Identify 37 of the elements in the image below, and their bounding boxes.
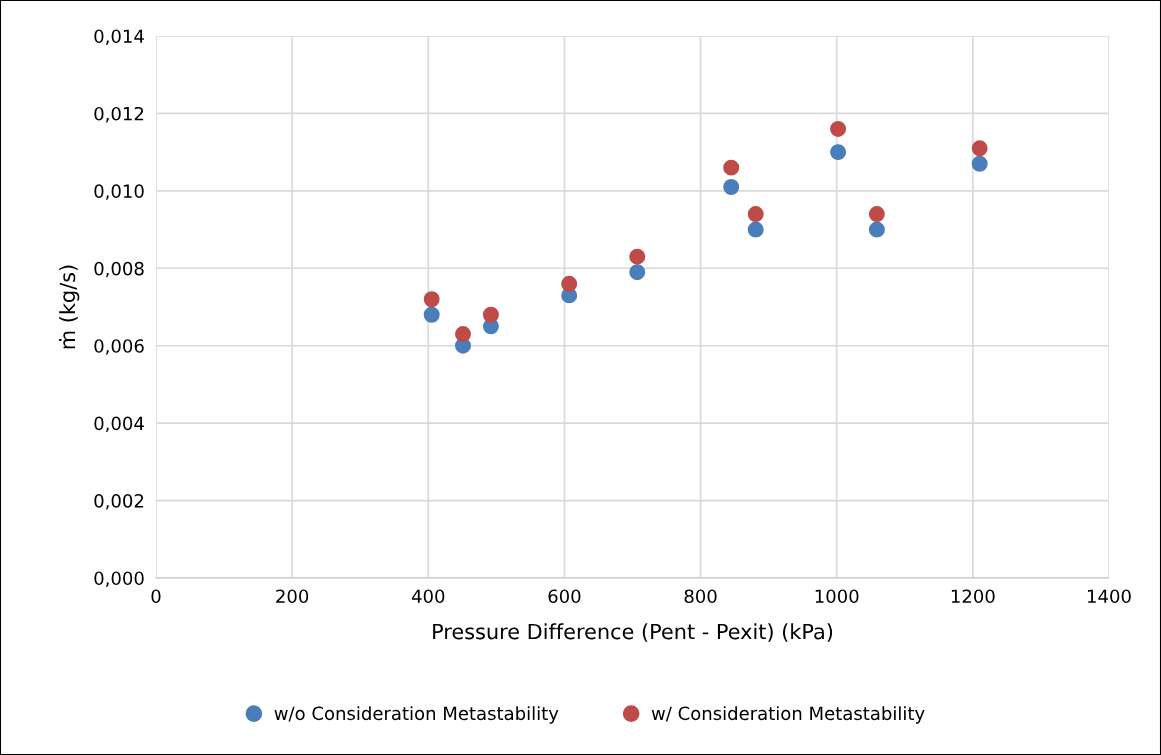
y-tick-label: 0,004 bbox=[94, 416, 144, 433]
point bbox=[747, 206, 764, 223]
point bbox=[423, 306, 440, 323]
x-axis-title: Pressure Difference (Pent - Pexit) (kPa) bbox=[433, 623, 833, 642]
point bbox=[561, 275, 578, 292]
y-tick-label: 0,012 bbox=[94, 106, 144, 123]
point bbox=[971, 140, 988, 157]
y-tick-label: 0,010 bbox=[94, 184, 144, 200]
point bbox=[868, 221, 885, 238]
point bbox=[971, 155, 988, 172]
point bbox=[629, 264, 646, 281]
y-tick-label: 0,014 bbox=[94, 29, 144, 45]
y-tick-label: 0,000 bbox=[94, 571, 144, 587]
x-tick-label: 800 bbox=[684, 589, 717, 604]
x-tick-label: 1000 bbox=[815, 589, 859, 604]
point bbox=[868, 206, 885, 223]
legend-label: w/ Consideration Metastability bbox=[651, 706, 925, 724]
x-tick-label: 1400 bbox=[1088, 589, 1131, 604]
x-tick-label: 0 bbox=[151, 589, 161, 604]
x-tick-label: 1200 bbox=[951, 589, 995, 604]
point bbox=[629, 248, 646, 265]
point bbox=[723, 159, 740, 176]
y-tick-label: 0,006 bbox=[94, 339, 144, 355]
point bbox=[830, 120, 847, 137]
x-tick-label: 600 bbox=[548, 589, 581, 604]
y-tick-label: 0,008 bbox=[94, 261, 144, 278]
legend-label: w/o Consideration Metastability bbox=[274, 706, 559, 724]
y-tick-label: 0,002 bbox=[94, 494, 144, 510]
x-tick-label: 400 bbox=[411, 589, 445, 604]
point bbox=[830, 144, 847, 161]
point bbox=[455, 326, 471, 343]
point bbox=[423, 291, 440, 308]
point bbox=[747, 221, 764, 238]
x-tick-label: 200 bbox=[276, 589, 309, 604]
point bbox=[723, 179, 740, 195]
y-axis-title: ṁ (kg/s) bbox=[59, 265, 80, 349]
point bbox=[482, 306, 499, 323]
